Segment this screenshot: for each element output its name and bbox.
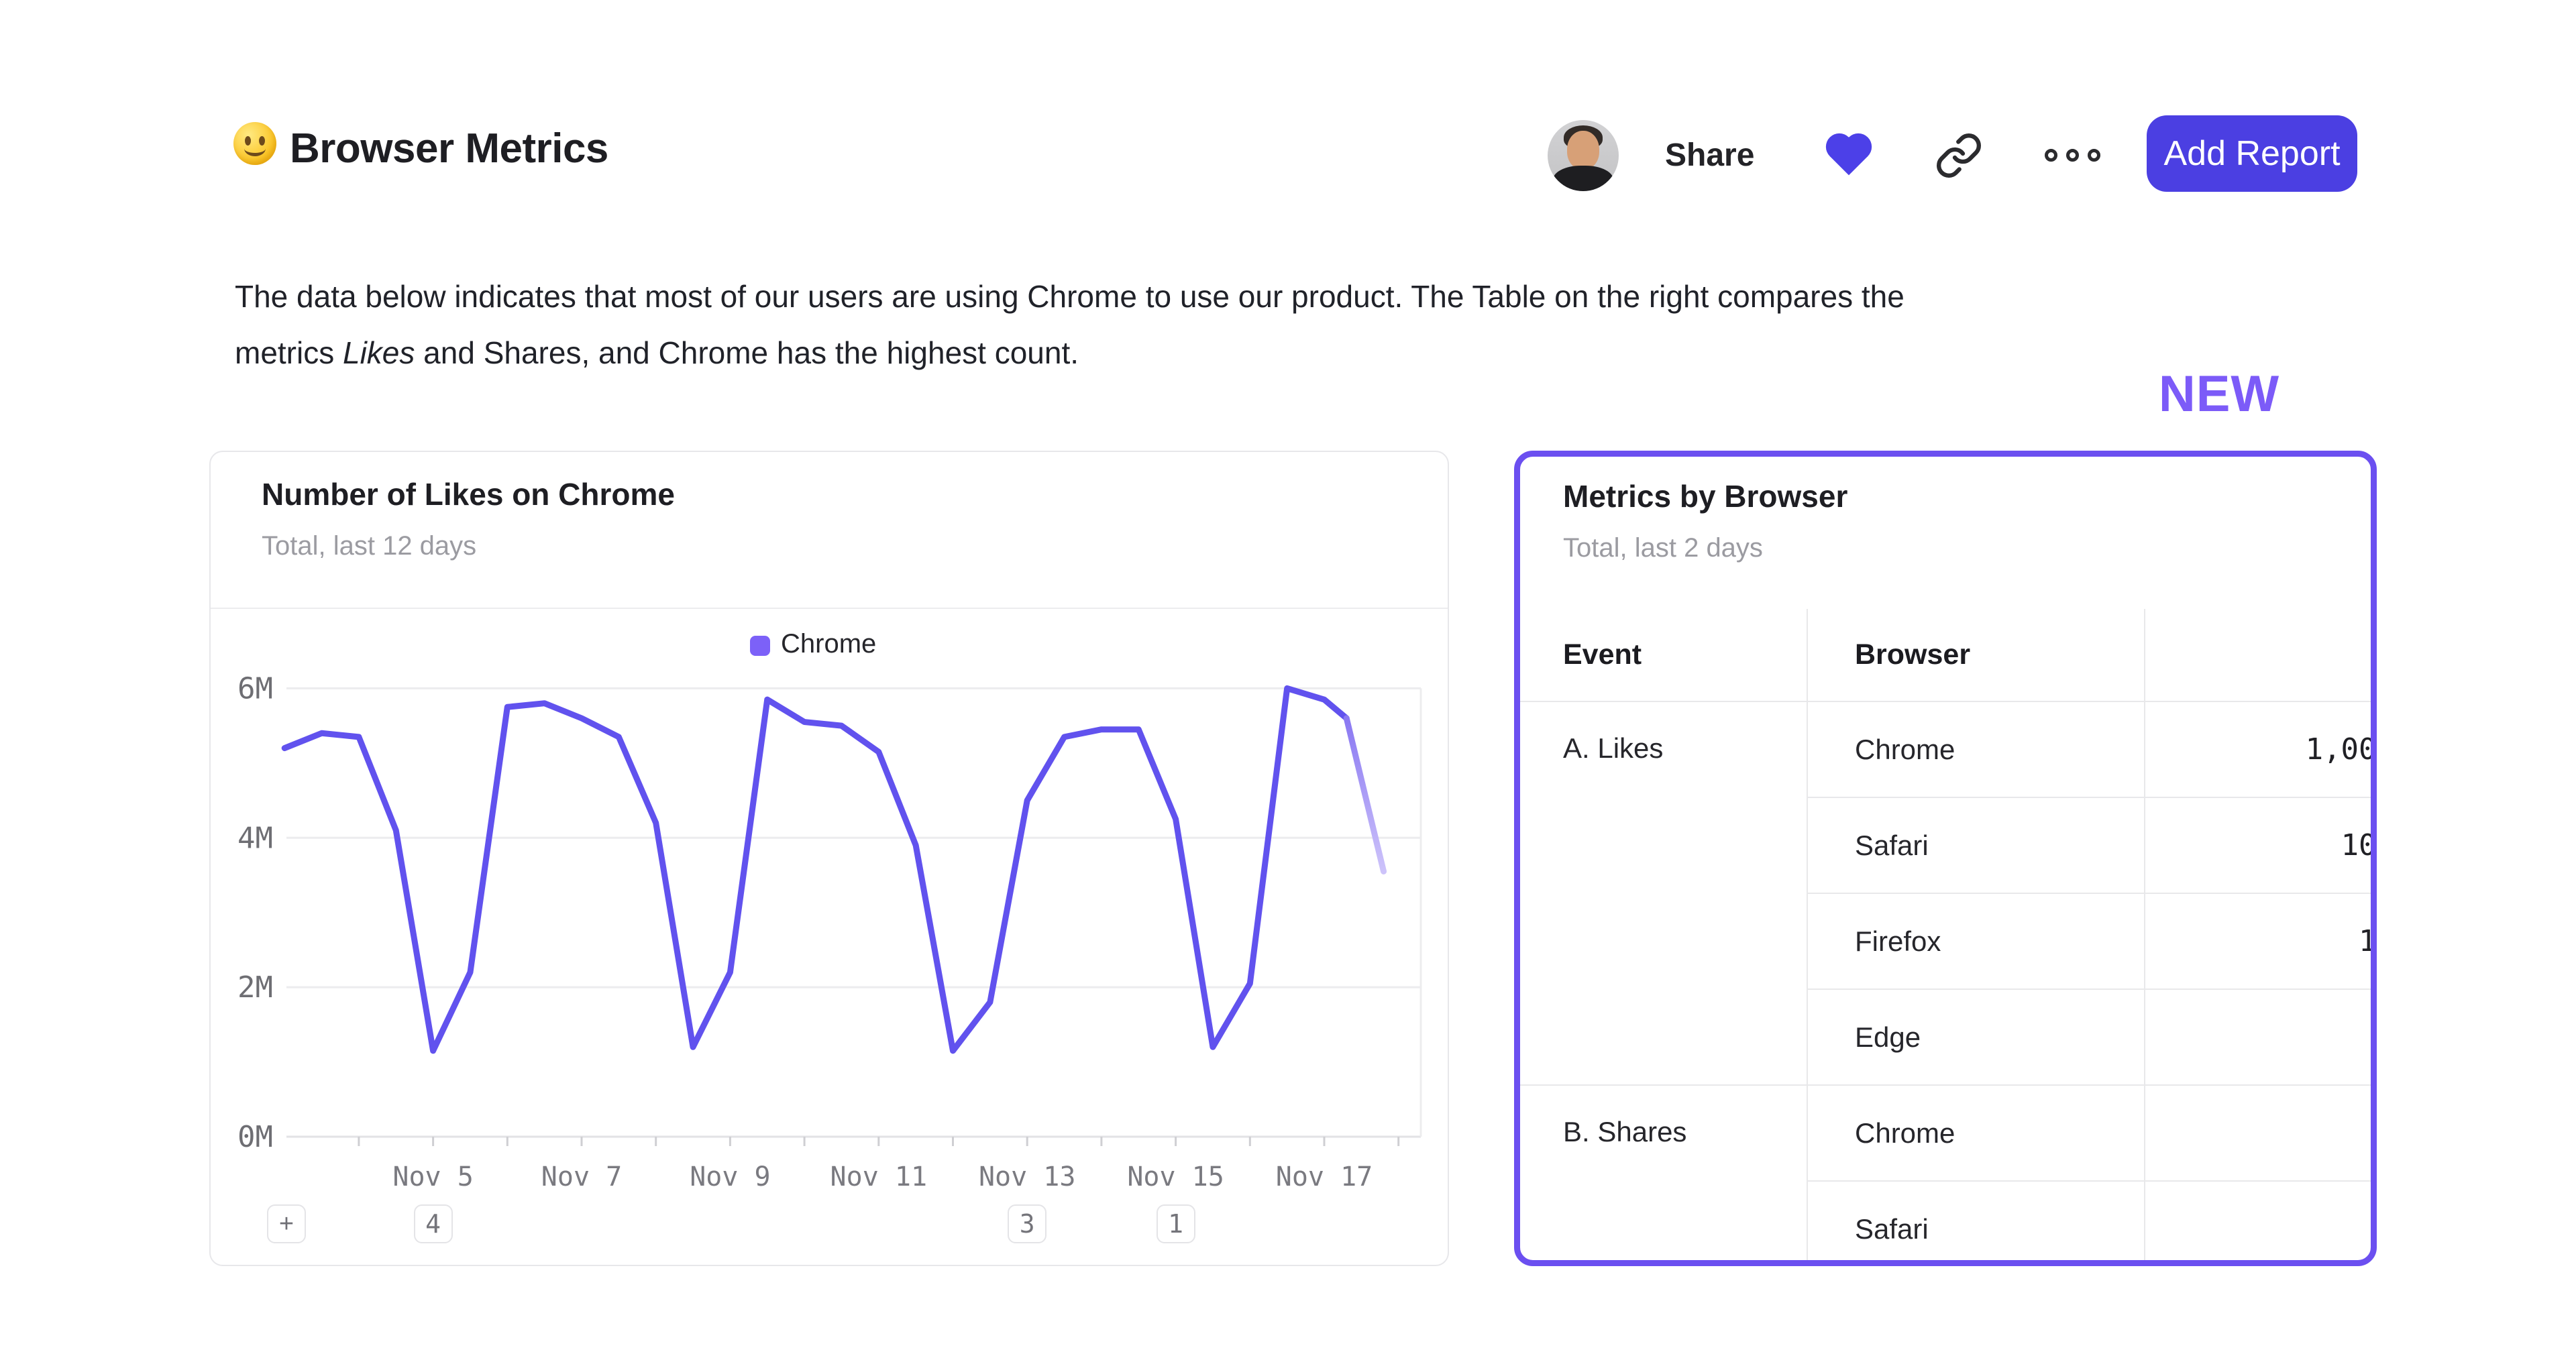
link-icon[interactable] bbox=[1935, 131, 1983, 180]
chart-title: Number of Likes on Chrome bbox=[262, 477, 675, 512]
browser-cell: Firefox bbox=[1807, 893, 2145, 989]
browser-cell: Safari bbox=[1807, 797, 2145, 893]
table-row: B. SharesChrome100 bbox=[1520, 1084, 2371, 1260]
value-cell: 1,000 bbox=[2144, 988, 2371, 1085]
value-cell: 100 bbox=[2144, 1084, 2371, 1181]
legend-label[interactable]: Chrome bbox=[781, 629, 876, 659]
card-divider bbox=[211, 608, 1448, 609]
share-button[interactable]: Share bbox=[1665, 137, 1755, 173]
metrics-table: EventBrowserValueA. LikesChrome1,000,000… bbox=[1520, 609, 2371, 1260]
description-text: The data below indicates that most of ou… bbox=[235, 279, 1904, 370]
more-options-ellipsis-icon[interactable] bbox=[2045, 149, 2100, 162]
y-axis-label: 6M bbox=[237, 671, 273, 705]
likes-chart-card: Number of Likes on Chrome Total, last 12… bbox=[209, 451, 1449, 1266]
table-row: Edge1,000 bbox=[1520, 988, 2371, 1085]
annotation-chip[interactable]: 4 bbox=[413, 1204, 453, 1243]
column-header: Event bbox=[1520, 609, 1807, 702]
browser-cell: Safari bbox=[1807, 1180, 2145, 1260]
column-header: Value bbox=[2144, 609, 2371, 702]
y-axis-label: 0M bbox=[237, 1120, 273, 1154]
x-axis-label: Nov 7 bbox=[541, 1162, 622, 1192]
annotation-chip[interactable]: 3 bbox=[1008, 1204, 1047, 1243]
y-axis-label: 2M bbox=[237, 970, 273, 1005]
chart-line-chrome[interactable] bbox=[281, 685, 1350, 1054]
table-row: Safari100,000 bbox=[1520, 797, 2371, 893]
value-cell: 1,000,000 bbox=[2144, 701, 2371, 797]
x-axis-label: Nov 15 bbox=[1127, 1162, 1224, 1192]
value-cell: 10 bbox=[2144, 1180, 2371, 1260]
x-axis-label: Nov 13 bbox=[979, 1162, 1076, 1192]
value-cell: 10,000 bbox=[2144, 893, 2371, 989]
x-axis-label: Nov 9 bbox=[690, 1162, 770, 1192]
y-axis-label: 4M bbox=[237, 821, 273, 855]
heart-icon[interactable] bbox=[1829, 137, 1868, 176]
legend-swatch bbox=[750, 636, 770, 656]
metrics-table-card: Metrics by Browser Total, last 2 days Ev… bbox=[1514, 451, 2377, 1266]
browser-cell: Chrome bbox=[1807, 701, 2145, 797]
user-avatar[interactable] bbox=[1548, 120, 1619, 191]
table-subtitle: Total, last 2 days bbox=[1563, 533, 1763, 563]
x-axis-label: Nov 5 bbox=[392, 1162, 473, 1192]
slightly-smiling-face-emoji-icon bbox=[233, 122, 276, 165]
event-cell: B. Shares bbox=[1520, 1084, 1807, 1260]
new-badge: NEW bbox=[2158, 365, 2280, 422]
chart-subtitle: Total, last 12 days bbox=[262, 531, 477, 561]
add-annotation-button[interactable]: + bbox=[267, 1204, 306, 1243]
browser-cell: Edge bbox=[1807, 988, 2145, 1085]
page-title: Browser Metrics bbox=[290, 125, 608, 172]
event-cell: A. Likes bbox=[1563, 732, 1664, 764]
x-axis-label: Nov 17 bbox=[1276, 1162, 1373, 1192]
browser-cell: Chrome bbox=[1807, 1084, 2145, 1181]
table-row: Firefox10,000 bbox=[1520, 893, 2371, 989]
chart-line-faded-tail bbox=[1343, 715, 1387, 874]
table-title: Metrics by Browser bbox=[1563, 479, 1848, 514]
column-header: Browser bbox=[1807, 609, 2145, 702]
x-axis-label: Nov 11 bbox=[830, 1162, 928, 1192]
line-chart: 0M 2M 4M 6M Nov 5 Nov 7 Nov 9 Nov 11 Nov 13 Nov 1… bbox=[237, 629, 1422, 1192]
value-cell: 100,000 bbox=[2144, 797, 2371, 893]
annotation-chip[interactable]: 1 bbox=[1156, 1204, 1195, 1243]
add-report-button[interactable]: Add Report bbox=[2147, 115, 2357, 192]
